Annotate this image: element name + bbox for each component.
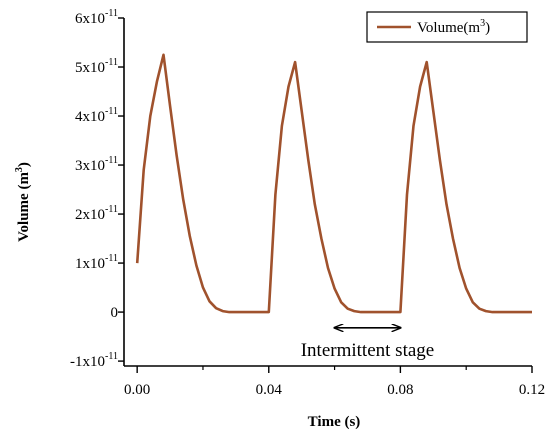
y-tick-label: 5x10-11 bbox=[75, 57, 118, 76]
y-tick-label: 2x10-11 bbox=[75, 204, 118, 223]
y-tick-label: 4x10-11 bbox=[75, 106, 118, 125]
x-tick-label: 0.08 bbox=[387, 382, 413, 398]
series-group bbox=[135, 53, 532, 314]
y-tick-label: 1x10-11 bbox=[75, 253, 118, 272]
series-line bbox=[135, 53, 532, 314]
annotation-label: Intermittent stage bbox=[301, 340, 434, 361]
y-tick-label: 6x10-11 bbox=[75, 8, 118, 27]
axes-group: -1x10-11 0 1x10-11 2x10-11 3x10-11 4x10-11 5x1… bbox=[14, 8, 545, 430]
x-tick-label: 0.12 bbox=[519, 382, 545, 398]
y-tick-label: 3x10-11 bbox=[75, 155, 118, 174]
x-axis-title: Time (s) bbox=[308, 414, 361, 430]
y-axis-title: Volume (m3) bbox=[14, 162, 32, 242]
x-tick-label: 0.04 bbox=[256, 382, 283, 398]
annotations: Intermittent stage bbox=[301, 328, 434, 361]
legend-label: Volume(m3) bbox=[417, 18, 490, 36]
legend: Volume(m3) bbox=[366, 11, 528, 43]
y-tick-label: 0 bbox=[111, 305, 119, 321]
x-tick-label: 0.00 bbox=[124, 382, 150, 398]
y-tick-label: -1x10-11 bbox=[70, 351, 118, 370]
